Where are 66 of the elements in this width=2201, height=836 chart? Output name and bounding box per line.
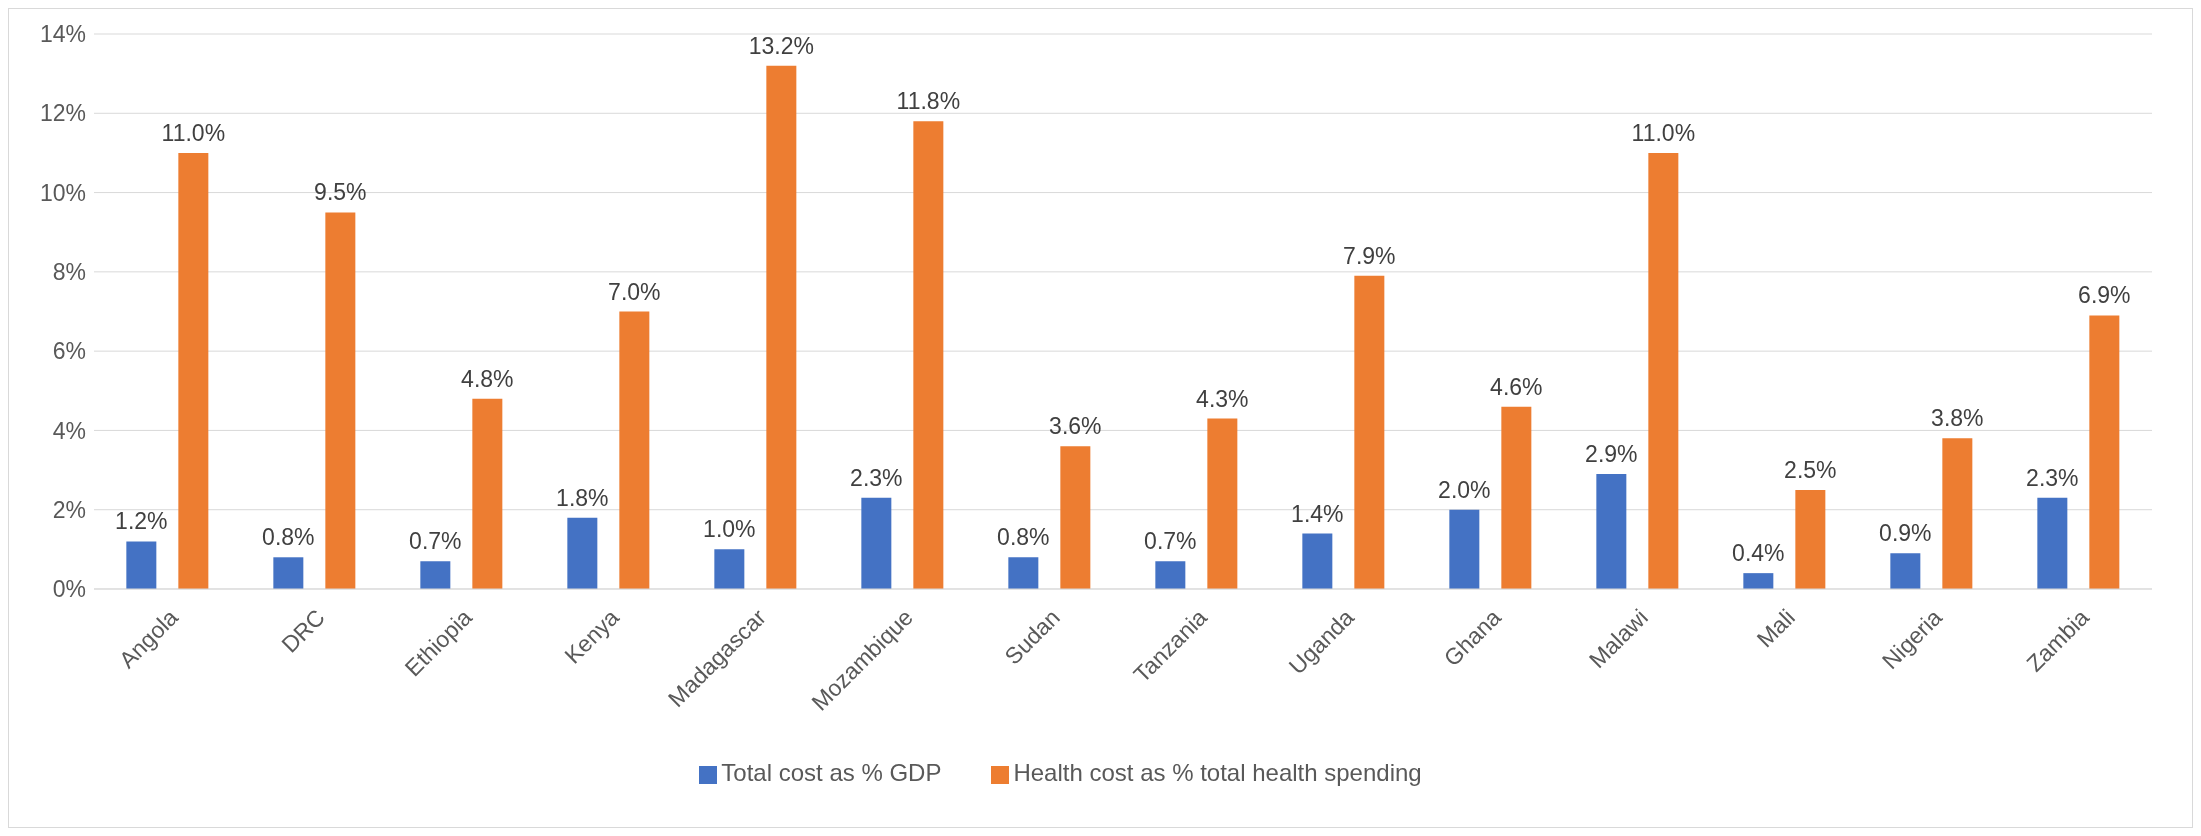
data-label: 0.7% <box>409 528 462 555</box>
bar <box>913 121 944 589</box>
data-label: 4.6% <box>1490 373 1543 400</box>
bar <box>1008 557 1039 589</box>
y-tick-label: 4% <box>52 417 86 444</box>
data-label: 1.2% <box>115 508 168 535</box>
data-label: 2.9% <box>1585 441 1638 468</box>
y-tick-label: 8% <box>52 259 86 286</box>
data-label: 2.3% <box>850 464 903 491</box>
data-label: 1.0% <box>703 516 756 543</box>
data-label: 0.9% <box>1879 520 1932 547</box>
data-label: 13.2% <box>748 32 814 59</box>
y-tick-label: 6% <box>52 338 86 365</box>
bar <box>714 549 745 589</box>
bar <box>861 497 892 589</box>
data-label: 6.9% <box>2078 282 2131 309</box>
bar <box>619 311 650 589</box>
data-label: 2.5% <box>1784 456 1837 483</box>
bar <box>1648 152 1679 589</box>
data-label: 0.4% <box>1732 540 1785 567</box>
legend-label: Total cost as % GDP <box>721 759 942 786</box>
bar <box>178 152 209 589</box>
bar <box>472 398 503 589</box>
data-label: 11.8% <box>896 88 961 115</box>
data-label: 2.3% <box>2026 464 2079 491</box>
y-tick-label: 12% <box>39 100 86 127</box>
bar <box>420 561 451 589</box>
bar <box>567 517 598 589</box>
bar <box>126 541 157 589</box>
bar <box>1354 275 1385 589</box>
bar <box>1060 446 1091 589</box>
bar <box>1596 474 1627 589</box>
data-label: 4.3% <box>1196 385 1249 412</box>
bar <box>1207 418 1238 589</box>
legend-label: Health cost as % total health spending <box>1013 759 1422 786</box>
data-label: 3.6% <box>1049 413 1102 440</box>
data-label: 7.9% <box>1343 242 1396 269</box>
data-label: 11.0% <box>161 119 226 146</box>
bar <box>273 557 304 589</box>
data-label: 0.8% <box>262 524 315 551</box>
data-label: 7.0% <box>608 278 661 305</box>
data-label: 4.8% <box>461 365 514 392</box>
y-tick-label: 2% <box>52 496 86 523</box>
data-label: 0.7% <box>1144 528 1197 555</box>
y-tick-label: 10% <box>39 179 86 206</box>
bar <box>1795 489 1826 589</box>
data-label: 9.5% <box>314 179 367 206</box>
data-label: 1.8% <box>556 484 609 511</box>
bar <box>1302 533 1333 589</box>
data-label: 3.8% <box>1931 405 1984 432</box>
data-label: 1.4% <box>1291 500 1344 527</box>
data-label: 2.0% <box>1438 476 1491 503</box>
bar <box>1890 553 1921 589</box>
data-label: 11.0% <box>1631 119 1696 146</box>
data-label: 0.8% <box>997 524 1050 551</box>
bar <box>766 65 797 589</box>
bar <box>1942 438 1973 589</box>
bar <box>1155 561 1186 589</box>
y-tick-label: 0% <box>52 576 86 603</box>
bar <box>1501 406 1532 589</box>
bar <box>1449 509 1480 589</box>
bar <box>2089 315 2120 589</box>
y-tick-label: 14% <box>39 21 86 48</box>
bar <box>1743 573 1774 589</box>
bar <box>325 212 356 589</box>
bar <box>2037 497 2068 589</box>
